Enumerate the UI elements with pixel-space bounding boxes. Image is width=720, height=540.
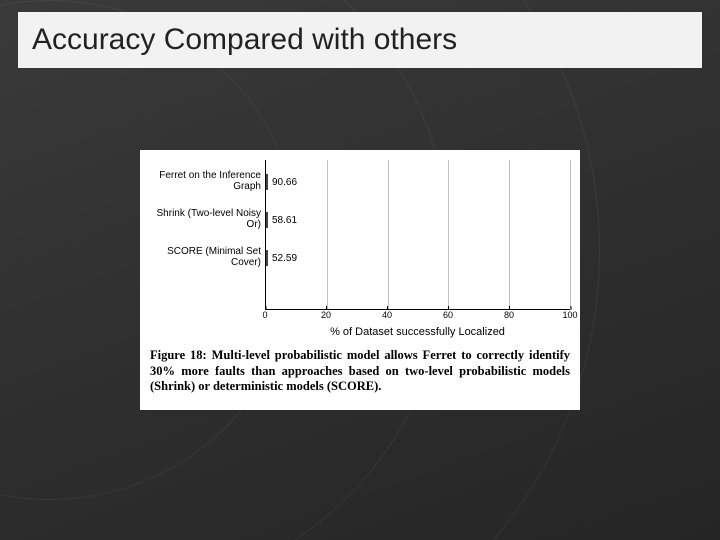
gridline	[448, 160, 449, 309]
bar-row: 52.59	[266, 250, 297, 266]
bar-row: 90.66	[266, 174, 297, 190]
x-axis-label: % of Dataset successfully Localized	[265, 326, 570, 338]
x-tick: 40	[382, 310, 392, 320]
x-tick: 60	[443, 310, 453, 320]
x-tick: 20	[321, 310, 331, 320]
bar	[266, 250, 268, 266]
page-title: Accuracy Compared with others	[32, 23, 457, 57]
slide: Accuracy Compared with others Ferret on …	[0, 0, 720, 540]
y-axis-labels: Ferret on the Inference Graph Shrink (Tw…	[150, 160, 265, 310]
x-axis-ticks: 020406080100	[265, 310, 570, 324]
y-label: Ferret on the Inference Graph	[150, 170, 261, 192]
plot-area: 90.66 58.61 52.59	[265, 160, 570, 310]
x-tick: 0	[262, 310, 267, 320]
x-tick: 100	[562, 310, 577, 320]
y-label: Shrink (Two-level Noisy Or)	[150, 208, 261, 230]
bar-value: 90.66	[272, 177, 297, 188]
bar-value: 58.61	[272, 215, 297, 226]
gridline	[388, 160, 389, 309]
figure-caption: Figure 18: Multi-level probabilistic mod…	[150, 348, 570, 395]
figure-panel: Ferret on the Inference Graph Shrink (Tw…	[140, 150, 580, 410]
gridline	[509, 160, 510, 309]
gridline	[327, 160, 328, 309]
bar-chart: Ferret on the Inference Graph Shrink (Tw…	[150, 160, 570, 310]
y-label: SCORE (Minimal Set Cover)	[150, 246, 261, 268]
gridline	[570, 160, 571, 309]
bar-value: 52.59	[272, 253, 297, 264]
bar	[266, 212, 268, 228]
bar	[266, 174, 268, 190]
bar-row: 58.61	[266, 212, 297, 228]
title-bar: Accuracy Compared with others	[18, 12, 702, 68]
x-tick: 80	[504, 310, 514, 320]
